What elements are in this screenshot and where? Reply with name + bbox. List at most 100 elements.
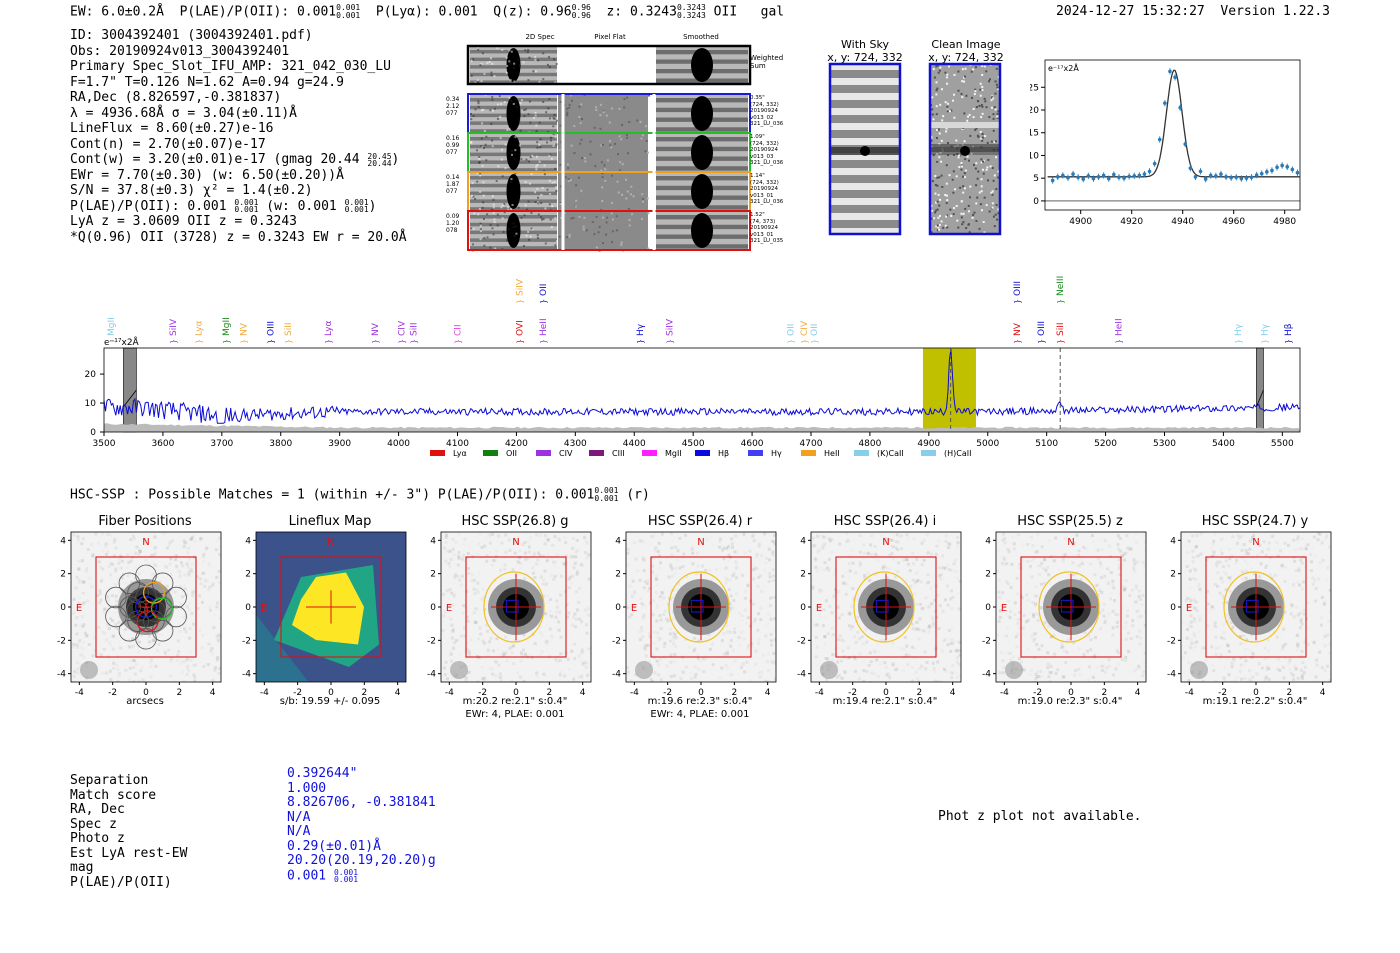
spec2d-noise (535, 130, 538, 133)
image-noise (630, 595, 634, 599)
image-noise (1123, 586, 1127, 590)
image-noise (1136, 598, 1139, 601)
spec2d-noise (523, 108, 526, 111)
image-noise (743, 608, 747, 612)
image-noise (654, 577, 658, 581)
zoom-data-point (1188, 165, 1193, 172)
image-noise (497, 534, 501, 538)
image-noise (445, 589, 449, 593)
spectrum-line-label: MgII} (222, 317, 232, 344)
cutout-noise (935, 201, 938, 204)
line-label-text: SiIV (666, 318, 676, 336)
image-noise (144, 558, 148, 562)
image-noise (1035, 675, 1039, 679)
image-noise (958, 640, 961, 644)
image-noise (1224, 559, 1228, 563)
line-label-brace: } (222, 339, 231, 344)
cutout-noise (976, 177, 979, 180)
cutout-noise (934, 183, 937, 186)
spec2d-noise (490, 71, 493, 74)
zoom-point (1265, 170, 1269, 174)
image-noise (773, 533, 776, 537)
spec2d-noise (595, 215, 598, 218)
image-noise (1134, 584, 1138, 588)
mask-hatch (1256, 389, 1264, 407)
image-noise (676, 549, 680, 553)
image-noise (729, 610, 733, 614)
image-noise (202, 552, 206, 556)
spec2d-noise (489, 109, 492, 112)
cutout-noise (970, 70, 973, 73)
image-noise (1226, 644, 1230, 648)
cutout-noise (964, 207, 967, 210)
spec2d-noise (616, 180, 619, 183)
spec2d-right-value: (74, 373) (750, 218, 776, 225)
image-noise (885, 576, 889, 580)
image-ytick-label: 2 (245, 570, 251, 580)
spec2d-noise (532, 70, 535, 73)
cutout-noise (985, 70, 988, 73)
spec2d-noise (618, 169, 621, 172)
image-noise (76, 535, 80, 539)
image-noise (742, 637, 746, 641)
image-noise (662, 613, 666, 617)
image-noise (928, 625, 932, 629)
image-noise (152, 636, 156, 640)
image-noise (111, 619, 115, 623)
compass-east: E (816, 603, 822, 614)
image-noise (550, 640, 553, 643)
image-noise (849, 627, 853, 631)
image-noise (1181, 656, 1185, 660)
image-noise (1199, 552, 1203, 556)
image-noise (771, 550, 775, 554)
line-label-text: CII (453, 324, 463, 336)
image-noise (894, 540, 898, 544)
image-noise (641, 635, 645, 639)
image-ytick-label: -2 (427, 636, 436, 646)
legend-label: MgII (665, 449, 682, 458)
cutout-noise (969, 185, 972, 188)
image-ytick-label: 4 (615, 536, 621, 546)
image-noise (1191, 534, 1195, 538)
image-noise (480, 665, 484, 669)
spec2d-noise (486, 61, 489, 64)
image-noise (1192, 598, 1196, 602)
image-noise (858, 550, 862, 554)
spec2d-noise (514, 172, 517, 175)
image-noise (135, 637, 139, 641)
image-noise (628, 584, 632, 588)
image-noise (1111, 583, 1115, 587)
image-noise (763, 532, 767, 536)
image-noise (659, 677, 663, 681)
image-noise (879, 638, 882, 641)
spec2d-noise (551, 205, 554, 208)
image-noise (1257, 543, 1261, 547)
image-noise (1183, 570, 1186, 573)
image-noise (1101, 660, 1104, 663)
image-noise (867, 579, 871, 583)
image-noise (1320, 541, 1324, 545)
line-label-text: HeII (1115, 318, 1125, 336)
image-noise (1107, 544, 1111, 548)
image-noise (722, 631, 726, 635)
cutout-noise (939, 66, 942, 69)
compass-east: E (1186, 603, 1192, 614)
zoom-unit-label: e⁻¹⁷x2Å (1048, 62, 1079, 73)
spectrum-line-label: Hγ} (1261, 323, 1271, 344)
image-noise (1245, 569, 1249, 573)
image-noise (1186, 596, 1190, 600)
image-noise (567, 611, 571, 615)
image-noise (584, 665, 588, 669)
cutout-noise (938, 69, 941, 72)
image-noise (1249, 679, 1253, 682)
cutout-noise (951, 178, 954, 181)
image-noise (205, 579, 209, 583)
spec2d-noise (548, 98, 551, 101)
image-noise (466, 567, 470, 571)
image-noise (558, 670, 562, 674)
image-noise (1232, 657, 1236, 661)
zoom-point (1203, 177, 1208, 181)
image-noise (1137, 664, 1141, 668)
compass-east: E (446, 603, 452, 614)
